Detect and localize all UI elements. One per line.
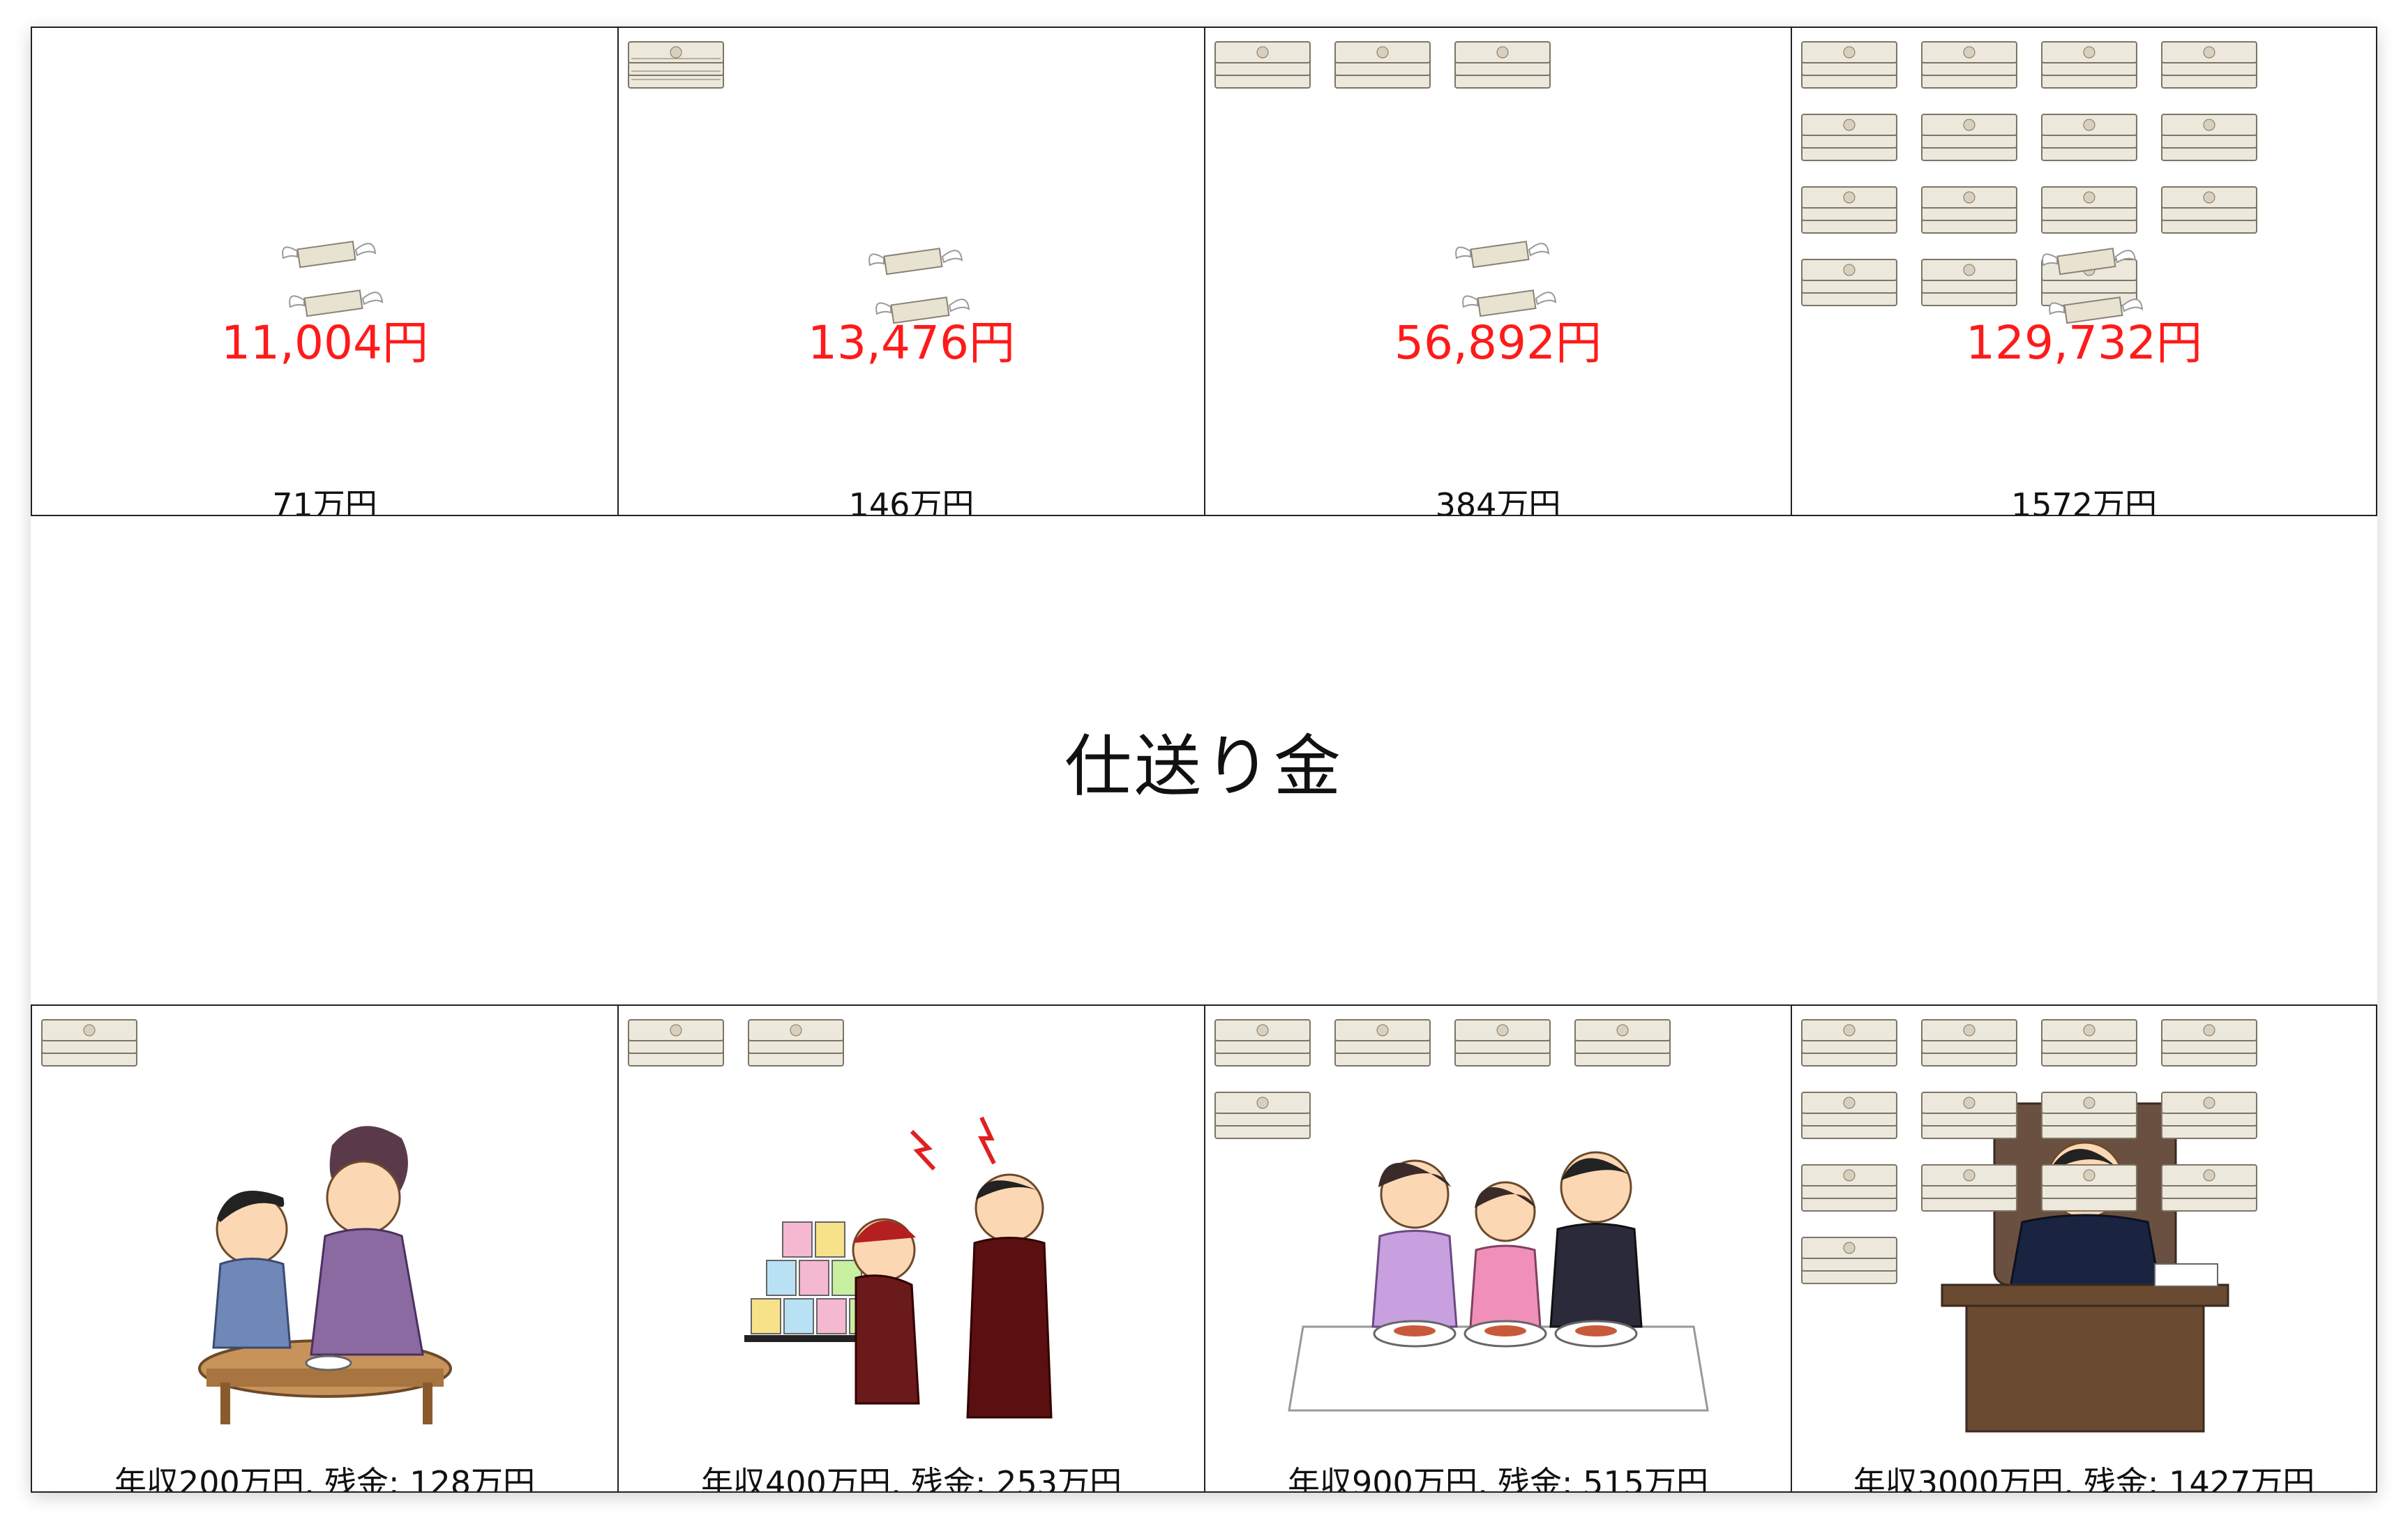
money-stack-icon [2041, 1019, 2137, 1067]
money-stacks [624, 1011, 1204, 1070]
money-stack-icon [2161, 114, 2257, 161]
bottom-row: 年収200万円, 残金: 128万円 [31, 1004, 2377, 1493]
money-stack-icon [2041, 1092, 2137, 1139]
flying-money-icon [868, 248, 970, 324]
scolded-worker-illustration [744, 1116, 1053, 1419]
money-stack-icon [1801, 41, 1897, 89]
flying-money-icon [2042, 248, 2144, 324]
income-caption: 146万円 [848, 486, 975, 516]
income-caption: 71万円 [272, 486, 377, 516]
money-stack-icon [1574, 1019, 1671, 1067]
bottom-cell-2: 年収400万円, 残金: 253万円 [617, 1004, 1204, 1493]
money-stack-icon [2041, 41, 2137, 89]
money-stacks [1798, 33, 2376, 310]
money-stack-icon [1801, 1237, 1897, 1284]
income-remaining-caption: 年収3000万円, 残金: 1427万円 [1853, 1464, 2315, 1493]
income-caption: 1572万円 [2010, 486, 2158, 516]
money-stack-icon [1214, 1092, 1311, 1139]
money-stacks [1798, 1011, 2376, 1288]
money-stack-icon [1214, 1019, 1311, 1067]
bottom-cell-1: 年収200万円, 残金: 128万円 [31, 1004, 617, 1493]
allowance-amount: 129,732円 [1966, 316, 2202, 370]
top-cell-2: 13,476円 146万円 [617, 27, 1204, 516]
money-stack-icon [1921, 259, 2017, 306]
money-stack-icon [2041, 114, 2137, 161]
money-stack-icon [1801, 1164, 1897, 1212]
money-stack-icon [1801, 1019, 1897, 1067]
allowance-amount: 11,004円 [221, 316, 428, 370]
money-stack-icon [1801, 114, 1897, 161]
money-stack-icon [1921, 1092, 2017, 1139]
section-title: 仕送り金 [1064, 727, 1344, 806]
money-stack-icon [2161, 1164, 2257, 1212]
money-stack-icon [2161, 186, 2257, 234]
money-stack-icon [2161, 1019, 2257, 1067]
money-stack-icon [1801, 259, 1897, 306]
money-stacks [1211, 33, 1791, 92]
money-stack-icon [1801, 186, 1897, 234]
money-stack-icon [628, 1019, 724, 1067]
money-stack-icon [1921, 1019, 2017, 1067]
money-stack-icon [2161, 41, 2257, 89]
money-stack-icon [1454, 41, 1551, 89]
top-cell-4: 129,732円 1572万円 [1791, 27, 2377, 516]
money-stack-icon [2041, 1164, 2137, 1212]
money-stack-icon [1921, 186, 2017, 234]
money-stacks [624, 33, 1204, 92]
family-dinner-illustration [1288, 1151, 1709, 1412]
poor-family-illustration [198, 1126, 452, 1424]
money-stack-icon [1921, 41, 2017, 89]
flying-money-icon [1455, 241, 1557, 317]
money-stack-icon [1214, 41, 1311, 89]
money-stack-icon [2041, 186, 2137, 234]
income-caption: 384万円 [1435, 486, 1561, 516]
allowance-amount: 13,476円 [808, 316, 1015, 370]
money-stack-icon [628, 41, 724, 89]
money-stacks [38, 1011, 617, 1070]
money-stacks [1211, 1011, 1791, 1143]
money-stack-icon [41, 1019, 137, 1067]
money-stack-icon [1801, 1092, 1897, 1139]
income-remaining-caption: 年収900万円, 残金: 515万円 [1288, 1464, 1708, 1493]
money-stack-icon [1334, 41, 1431, 89]
middle-row: 仕送り金 [31, 516, 2377, 1004]
money-stack-icon [1454, 1019, 1551, 1067]
money-stack-icon [1921, 1164, 2017, 1212]
income-remaining-caption: 年収400万円, 残金: 253万円 [701, 1464, 1122, 1493]
allowance-amount: 56,892円 [1394, 316, 1602, 370]
page-frame: 11,004円 71万円 13,476円 146万円 [31, 27, 2377, 1493]
flying-money-icon [282, 241, 384, 317]
money-stack-icon [1921, 114, 2017, 161]
money-stack-icon [1334, 1019, 1431, 1067]
bottom-cell-3: 年収900万円, 残金: 515万円 [1204, 1004, 1791, 1493]
money-stack-icon [748, 1019, 844, 1067]
top-row: 11,004円 71万円 13,476円 146万円 [31, 27, 2377, 516]
bottom-cell-4: 年収3000万円, 残金: 1427万円 [1791, 1004, 2377, 1493]
income-remaining-caption: 年収200万円, 残金: 128万円 [114, 1464, 535, 1493]
top-cell-1: 11,004円 71万円 [31, 27, 617, 516]
money-stack-icon [2161, 1092, 2257, 1139]
top-cell-3: 56,892円 384万円 [1204, 27, 1791, 516]
